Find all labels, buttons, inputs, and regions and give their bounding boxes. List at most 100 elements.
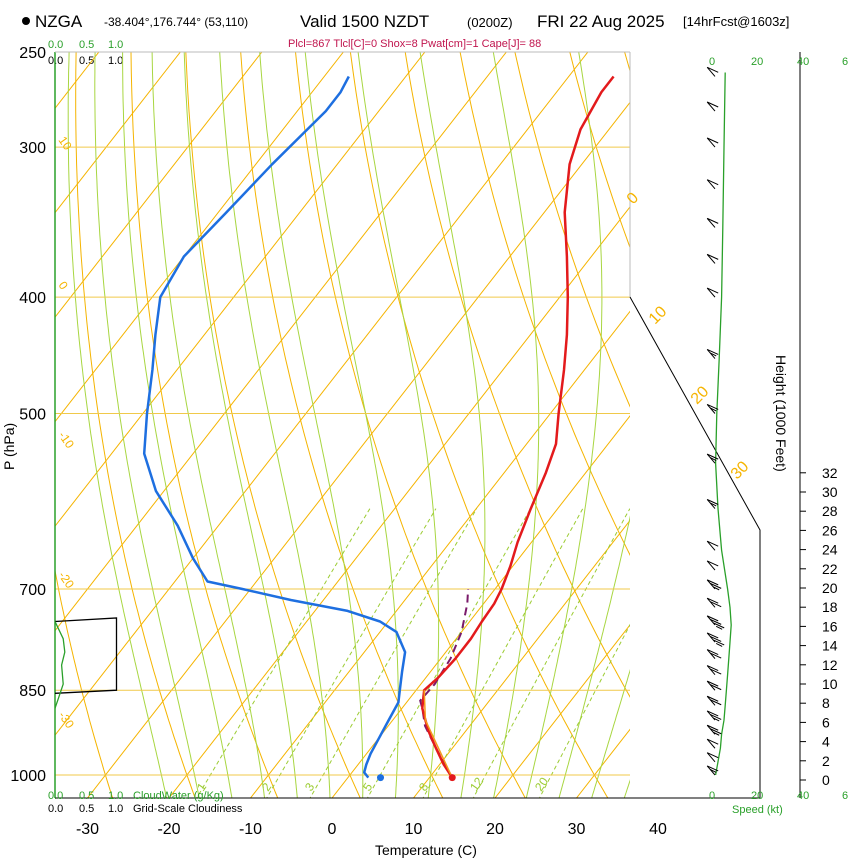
right-bottom-label-1: 20 xyxy=(751,790,763,802)
wind-barb xyxy=(706,632,725,647)
pressure-tick-label: 400 xyxy=(19,290,46,307)
dry-adiabat xyxy=(836,31,850,801)
barb-flag xyxy=(709,713,722,720)
isotherm-line xyxy=(55,52,344,423)
isotherm-line xyxy=(55,52,181,214)
barb-flag xyxy=(712,639,725,646)
barb-half-flag xyxy=(709,768,717,773)
dry-adiabat xyxy=(404,52,630,698)
station-location: -38.404°,176.744° (53,110) xyxy=(104,15,248,29)
height-tick-label: 10 xyxy=(822,676,838,692)
y-axis-title: P (hPa) xyxy=(1,423,17,470)
barb-staff xyxy=(706,179,716,190)
dry-adiabat xyxy=(349,52,609,798)
isotherm-line xyxy=(87,101,630,798)
moist-adiabat xyxy=(122,52,233,798)
moist-adiabat xyxy=(183,52,298,798)
wind-speed-line xyxy=(714,72,732,776)
barb-flag xyxy=(709,601,722,608)
mixing-ratio-label: 2 xyxy=(259,780,274,794)
wind-barb xyxy=(706,665,722,675)
wind-barb xyxy=(706,752,719,763)
barb-flag xyxy=(706,540,719,547)
isotherm-line xyxy=(55,52,589,736)
barb-flag xyxy=(712,622,725,629)
sounding-indices: Plcl=867 Tlcl[C]=0 Shox=8 Pwat[cm]=1 Cap… xyxy=(288,38,541,50)
mixing-ratio-line xyxy=(196,508,371,798)
moist-adiabat xyxy=(656,52,850,800)
barb-flag xyxy=(706,179,719,186)
height-tick-label: 2 xyxy=(822,753,830,769)
wind-barb xyxy=(706,649,722,659)
wind-barb xyxy=(706,101,719,112)
right-top-label-0: 0 xyxy=(709,56,715,68)
mixing-ratio-line xyxy=(266,508,437,798)
dry-adiabat xyxy=(55,568,114,798)
barb-half-flag xyxy=(715,625,723,630)
moist-adiabat xyxy=(419,52,486,798)
height-tick-label: 24 xyxy=(822,542,838,558)
wind-barb xyxy=(706,287,719,298)
gc-label-1: 0.5 xyxy=(79,803,94,815)
wind-barb xyxy=(706,253,719,264)
wind-barb xyxy=(706,217,719,228)
top-green-label-2: 1.0 xyxy=(108,39,123,51)
barb-staff xyxy=(706,67,716,77)
parcel-profile xyxy=(419,588,470,779)
barb-flag xyxy=(706,632,719,639)
barb-flag xyxy=(706,738,719,745)
dry-adiabat-label: -10 xyxy=(56,429,78,452)
height-tick-label: 22 xyxy=(822,561,838,577)
barb-flag xyxy=(706,403,719,410)
wind-barb xyxy=(706,560,719,571)
barb-flag xyxy=(709,728,722,735)
barb-flag xyxy=(709,636,722,642)
barb-half-flag xyxy=(712,731,720,736)
pressure-tick-label: 700 xyxy=(19,582,46,599)
mixing-ratio-label: 3 xyxy=(302,780,317,794)
x-tick-label: 20 xyxy=(486,821,504,838)
x-tick-label: -10 xyxy=(239,821,262,838)
barb-flag xyxy=(706,680,719,687)
barb-flag xyxy=(706,615,719,622)
x-tick-label: 40 xyxy=(649,821,667,838)
top-black-label-1: 0.5 xyxy=(79,55,94,67)
right-top-label-3: 6 xyxy=(842,56,848,68)
surface-dewpoint-point xyxy=(377,774,385,782)
utc-time: (0200Z) xyxy=(467,15,513,30)
moist-adiabat xyxy=(151,52,266,798)
dry-adiabat xyxy=(185,52,361,798)
x-tick-label: -30 xyxy=(76,821,99,838)
isotherm-line xyxy=(55,52,426,528)
pressure-tick-label: 1000 xyxy=(10,768,46,785)
height-tick-label: 14 xyxy=(822,638,838,654)
wind-barb xyxy=(706,738,719,749)
wind-barb xyxy=(706,597,722,608)
barb-flag xyxy=(706,499,719,505)
station-name: NZGA xyxy=(35,12,83,31)
barb-staff xyxy=(706,695,716,706)
moist-adiabat xyxy=(259,52,364,798)
barb-half-flag xyxy=(715,643,723,647)
gc-label-0: 0.0 xyxy=(48,803,63,815)
height-tick-label: 4 xyxy=(822,734,830,750)
barb-staff xyxy=(706,287,716,298)
barb-flag xyxy=(706,287,719,294)
surface-parcel-segment xyxy=(423,690,453,778)
cw-label-1: 0.5 xyxy=(79,790,94,802)
right-top-label-2: 40 xyxy=(797,56,809,68)
wind-panel-boundary xyxy=(629,296,761,798)
right-bottom-label-2: 40 xyxy=(797,790,809,802)
isotherm-line xyxy=(55,52,507,632)
barb-flag xyxy=(706,695,719,702)
barb-flag xyxy=(706,66,719,73)
surface-temperature-point xyxy=(448,774,456,782)
height-tick-label: 12 xyxy=(822,657,838,673)
barb-staff xyxy=(706,453,716,464)
wind-barb xyxy=(706,680,722,691)
height-axis-label: Height (1000 Feet) xyxy=(773,355,789,472)
forecast-info: [14hrFcst@1603z] xyxy=(683,14,789,29)
barb-flag xyxy=(706,453,719,460)
cw-title: CloudWater (g/Kg) xyxy=(133,790,224,802)
